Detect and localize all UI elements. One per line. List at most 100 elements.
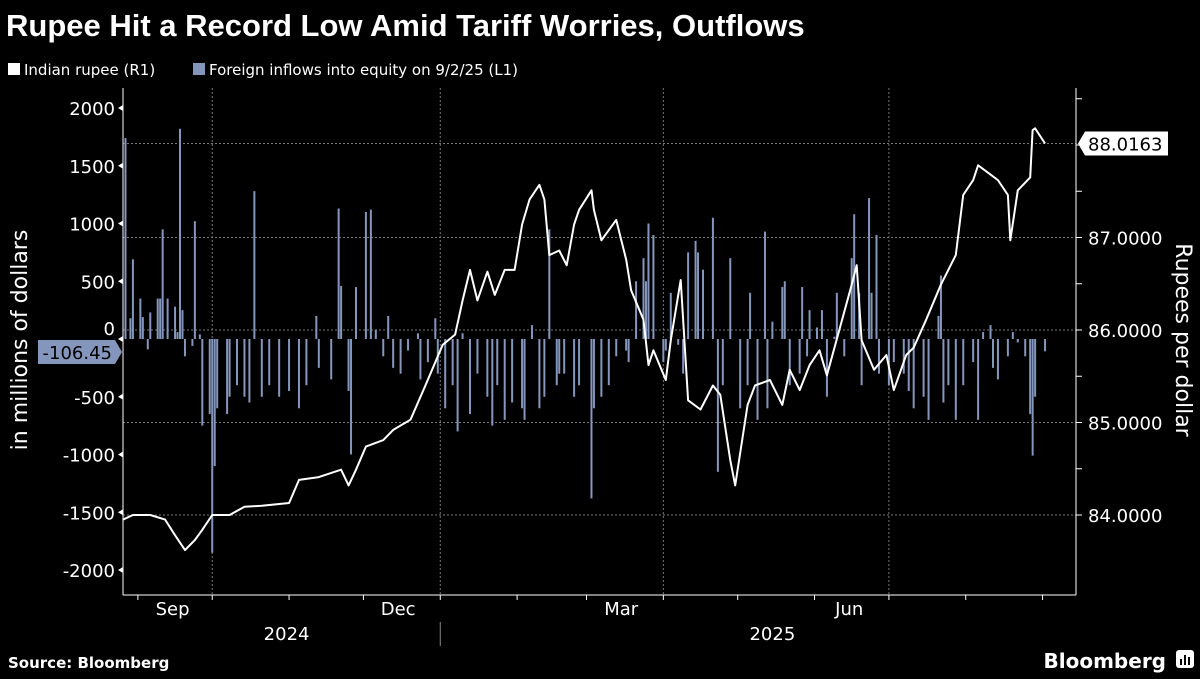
left-tick-mark <box>118 509 123 516</box>
inflow-bar <box>226 339 229 415</box>
left-tick-label: -1000 <box>63 446 115 467</box>
inflow-bar <box>1031 339 1034 456</box>
inflow-bar <box>942 339 945 403</box>
inflow-bar <box>374 329 377 339</box>
left-tick-mark <box>118 393 123 400</box>
inflow-bar <box>337 208 340 339</box>
inflow-bar <box>756 339 759 420</box>
inflow-bar <box>788 339 791 386</box>
inflow-bar <box>124 138 127 339</box>
x-year-label: 2024 <box>264 624 310 645</box>
inflow-bar <box>156 298 159 339</box>
inflow-bar <box>697 252 700 339</box>
inflow-bar <box>558 339 561 374</box>
inflow-bar <box>850 258 853 339</box>
inflow-bar <box>354 287 357 339</box>
x-month-label: Mar <box>604 599 639 620</box>
inflow-bar <box>216 339 219 409</box>
left-tick-label: 500 <box>81 272 115 293</box>
inflow-bar <box>902 339 905 374</box>
inflow-bar <box>922 339 925 397</box>
inflow-bar <box>176 332 179 339</box>
inflow-bar <box>543 339 546 397</box>
inflow-bar <box>198 334 201 339</box>
inflow-bar <box>392 339 395 368</box>
inflow-bar <box>146 339 149 350</box>
inflow-bar <box>954 339 957 420</box>
left-last-value-badge: -106.45 <box>38 340 122 364</box>
inflow-bar <box>288 339 291 391</box>
left-axis-label: in millions of dollars <box>8 230 33 451</box>
inflow-bar <box>907 339 910 391</box>
inflow-bar <box>615 339 618 357</box>
inflow-bar <box>627 339 630 363</box>
inflow-bar <box>253 191 256 339</box>
inflow-bar <box>771 321 774 339</box>
inflow-bar <box>364 211 367 339</box>
inflow-bar <box>434 318 437 339</box>
inflow-bar <box>835 292 838 339</box>
inflow-bar <box>590 339 593 499</box>
inflow-bar <box>179 128 182 339</box>
rupee-line-path <box>122 127 1046 552</box>
inflow-bar <box>382 339 385 357</box>
inflow-bar <box>694 240 697 339</box>
logo-wordmark: Bloomberg <box>1044 649 1166 673</box>
inflow-bar <box>729 258 732 339</box>
inflow-bar <box>662 339 665 363</box>
inflow-bar <box>141 317 144 339</box>
inflow-bar <box>476 339 479 374</box>
inflow-bar <box>451 339 454 386</box>
inflow-bar <box>260 339 263 397</box>
right-axis-label: Rupees per dollar <box>1170 243 1195 437</box>
left-tick-mark <box>118 336 123 342</box>
inflow-bar <box>248 339 251 403</box>
legend-swatch-inflows <box>193 63 205 75</box>
legend: Indian rupee (R1) Foreign inflows into e… <box>8 61 518 79</box>
left-tick-label: -1500 <box>63 503 115 524</box>
inflow-bar <box>833 336 836 339</box>
inflow-bar <box>139 298 142 339</box>
inflow-bar <box>213 339 216 467</box>
inflow-bar <box>1029 339 1032 415</box>
inflow-bar <box>716 339 719 472</box>
inflow-bar <box>939 275 942 339</box>
inflow-bar <box>877 339 880 374</box>
inflow-bar <box>1024 339 1027 357</box>
inflow-bar <box>503 339 506 420</box>
inflow-bar <box>625 339 628 351</box>
x-year-label: 2025 <box>749 624 795 645</box>
inflow-bar <box>977 339 980 420</box>
inflow-bar <box>996 339 999 380</box>
left-tick-mark <box>118 567 123 573</box>
legend-label-inflows: Foreign inflows into equity on 9/2/25 (L… <box>209 61 518 79</box>
axes: 2000 1500 1000 500 0 -500 -1000 -1500 -2000 87.00… <box>63 88 1162 646</box>
inflow-bar <box>912 339 915 409</box>
inflow-bar <box>149 312 152 339</box>
right-last-value: 88.0163 <box>1088 134 1162 155</box>
inflow-bar <box>892 339 895 363</box>
x-month-label: Dec <box>381 599 416 620</box>
inflow-bar <box>635 281 638 339</box>
inflow-bar <box>426 339 429 363</box>
gridlines <box>123 88 1076 595</box>
inflow-bar <box>669 292 672 339</box>
inflow-bar <box>208 339 211 415</box>
inflow-bar <box>174 306 177 339</box>
inflow-bar <box>843 339 846 357</box>
inflow-bar <box>711 217 714 339</box>
inflow-bar <box>555 339 558 386</box>
inflow-bar <box>937 315 940 339</box>
inflow-bar <box>521 339 524 409</box>
inflow-bar <box>600 339 603 397</box>
inflow-bar <box>801 287 804 339</box>
inflow-bar <box>399 339 402 374</box>
right-tick-label: 86.0000 <box>1088 321 1162 342</box>
inflow-bar <box>677 339 680 345</box>
inflow-bar <box>798 339 801 374</box>
inflow-bar <box>211 339 214 553</box>
chart-title: Rupee Hit a Record Low Amid Tariff Worri… <box>6 8 805 43</box>
inflow-bar <box>193 221 196 339</box>
inflow-bar <box>1016 339 1019 343</box>
